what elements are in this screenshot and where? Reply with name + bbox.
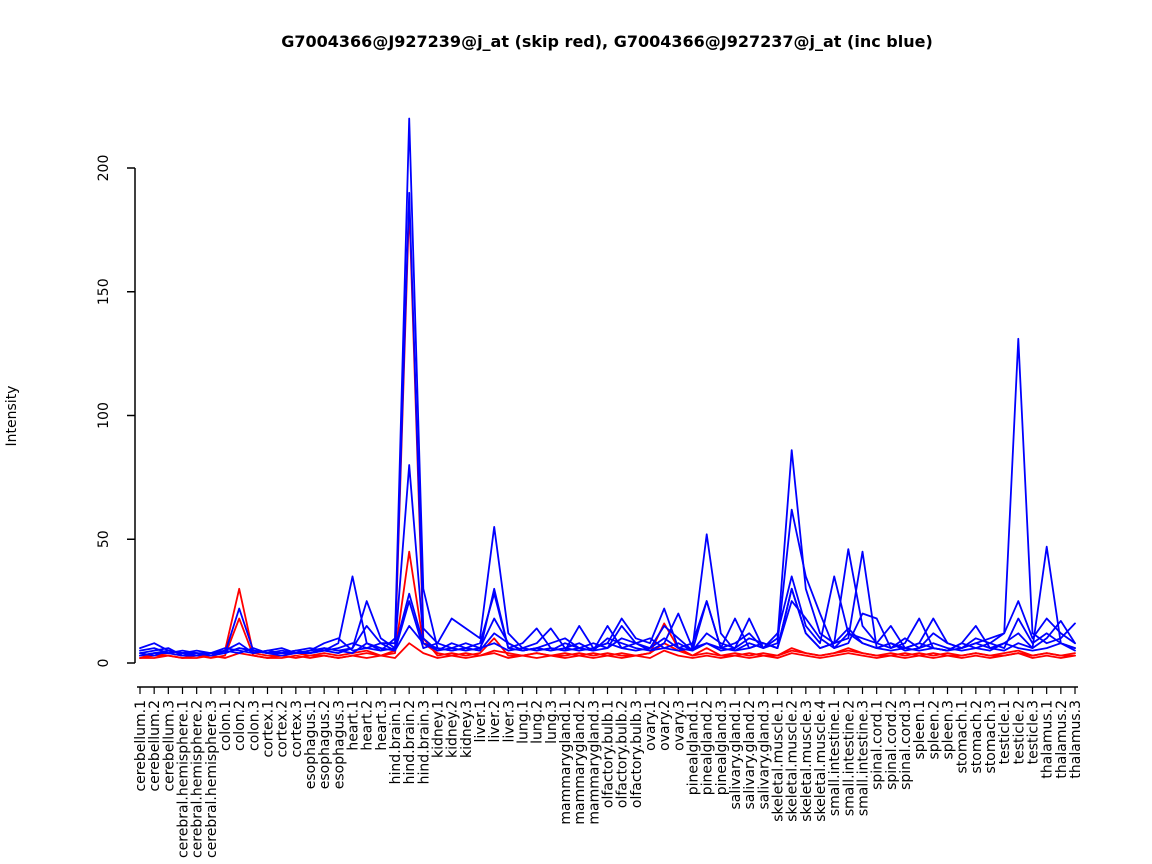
x-tick-label: olfactory.bulb.2 <box>615 700 631 808</box>
x-tick-label: spleen.3 <box>941 700 957 760</box>
x-tick-label: heart.3 <box>374 700 390 751</box>
x-tick-label: spleen.1 <box>912 700 928 760</box>
x-tick-label: cerebellum.2 <box>147 700 163 792</box>
series-line-skip-red-3 <box>139 642 1076 659</box>
x-tick-label: liver.2 <box>487 700 503 743</box>
series-line-inc-blue-2 <box>139 191 1076 657</box>
x-tick-label: cerebellum.3 <box>161 700 177 792</box>
x-tick-label: spleen.2 <box>926 700 942 760</box>
x-tick-label: pinealgland.2 <box>700 700 716 795</box>
x-tick-label: colon.2 <box>232 700 248 751</box>
x-tick-label: olfactory.bulb.1 <box>601 700 617 808</box>
y-tick-label: 50 <box>96 530 112 548</box>
x-tick-label: esophagus.1 <box>303 700 319 789</box>
y-tick-label: 0 <box>96 659 112 668</box>
x-tick-label: mammarygland.3 <box>586 700 602 825</box>
series-line-skip-red-2 <box>139 204 1076 659</box>
x-tick-label: liver.1 <box>473 700 489 743</box>
x-tick-label: cortex.2 <box>275 700 291 758</box>
x-tick-label: lung.2 <box>530 700 546 744</box>
x-tick-label: cortex.1 <box>261 700 277 758</box>
x-tick-label: kidney.3 <box>459 700 475 758</box>
x-tick-label: salivary.gland.3 <box>756 700 772 809</box>
x-tick-label: ovary.2 <box>657 700 673 751</box>
x-tick-label: hind.brain.3 <box>416 700 432 784</box>
x-tick-label: hind.brain.1 <box>388 700 404 784</box>
x-tick-label: cortex.3 <box>289 700 305 758</box>
x-tick-label: pinealgland.3 <box>714 700 730 795</box>
x-tick-label: olfactory.bulb.3 <box>629 700 645 808</box>
x-tick-label: esophagus.3 <box>331 700 347 789</box>
x-tick-label: pinealgland.1 <box>686 700 702 795</box>
x-tick-label: thalamus.1 <box>1040 700 1056 779</box>
y-axis-title: Intensity <box>4 386 20 447</box>
x-tick-label: heart.1 <box>346 700 362 751</box>
x-tick-label: skeletal.muscle.3 <box>799 700 815 822</box>
x-tick-label: cerebellum.1 <box>133 700 149 792</box>
x-tick-label: cerebral.hemisphere.3 <box>204 700 220 858</box>
x-tick-label: colon.3 <box>246 700 262 751</box>
x-tick-label: spinal.cord.2 <box>884 700 900 790</box>
x-tick-label: spinal.cord.1 <box>870 700 886 790</box>
x-tick-label: mammarygland.1 <box>558 700 574 825</box>
series-line-inc-blue-4 <box>139 449 1076 657</box>
x-tick-label: lung.3 <box>544 700 560 744</box>
x-tick-label: liver.3 <box>501 700 517 743</box>
x-tick-label: cerebral.hemisphere.2 <box>190 700 206 858</box>
x-tick-label: mammarygland.2 <box>572 700 588 825</box>
x-tick-label: thalamus.3 <box>1068 700 1084 779</box>
x-tick-label: stomach.2 <box>969 700 985 774</box>
x-tick-label: small.intestine.2 <box>841 700 857 816</box>
x-tick-label: ovary.3 <box>671 700 687 751</box>
x-tick-label: skeletal.muscle.1 <box>771 700 787 822</box>
x-tick-label: kidney.1 <box>431 700 447 758</box>
x-tick-label: small.intestine.3 <box>856 700 872 816</box>
y-tick-label: 200 <box>96 155 112 182</box>
series-line-inc-blue-3 <box>139 337 1076 657</box>
x-tick-label: heart.2 <box>360 700 376 751</box>
x-tick-label: kidney.2 <box>445 700 461 758</box>
x-tick-label: small.intestine.1 <box>827 700 843 816</box>
x-tick-label: ovary.1 <box>643 700 659 751</box>
series-line-inc-blue-1 <box>139 117 1076 657</box>
x-tick-label: hind.brain.2 <box>402 700 418 784</box>
x-tick-label: testicle.1 <box>997 700 1013 764</box>
x-tick-label: thalamus.2 <box>1054 700 1070 779</box>
x-tick-label: spinal.cord.3 <box>898 700 914 790</box>
x-tick-label: salivary.gland.2 <box>742 700 758 809</box>
series-line-inc-blue-6 <box>139 600 1076 657</box>
x-tick-label: stomach.1 <box>955 700 971 774</box>
x-tick-label: stomach.3 <box>983 700 999 774</box>
x-tick-label: esophagus.2 <box>317 700 333 789</box>
x-tick-label: salivary.gland.1 <box>728 700 744 809</box>
chart-title: G7004366@J927239@j_at (skip red), G70043… <box>281 32 933 51</box>
x-tick-label: cerebral.hemisphere.1 <box>176 700 192 858</box>
x-tick-label: colon.1 <box>218 700 234 751</box>
x-tick-label: skeletal.muscle.2 <box>785 700 801 822</box>
y-tick-label: 100 <box>96 402 112 429</box>
x-tick-label: testicle.3 <box>1026 700 1042 764</box>
y-tick-label: 150 <box>96 278 112 305</box>
series-line-skip-red-1 <box>139 550 1076 657</box>
x-tick-label: testicle.2 <box>1011 700 1027 764</box>
x-tick-label: lung.1 <box>516 700 532 744</box>
x-tick-label: skeletal.muscle.4 <box>813 700 829 822</box>
